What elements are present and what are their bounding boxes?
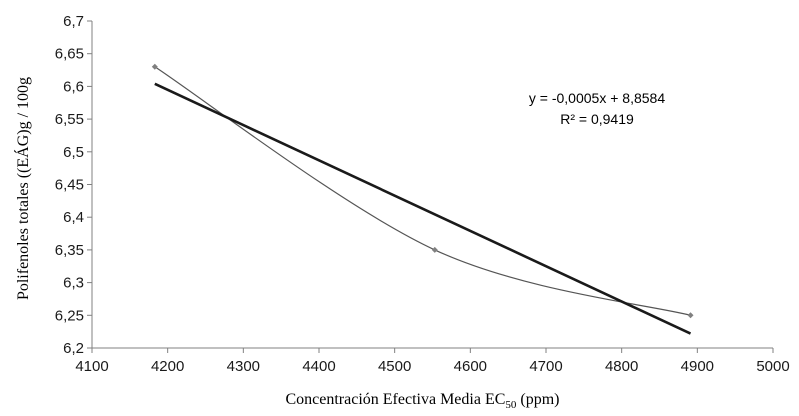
data-point: [151, 63, 158, 70]
y-tick-label: 6,45: [55, 177, 84, 194]
x-tick-label: 4600: [454, 358, 487, 375]
trendline-r2: R² = 0,9419: [560, 111, 634, 127]
x-tick-label: 4500: [378, 358, 411, 375]
x-tick-label: 5000: [756, 358, 789, 375]
x-tick-label: 4200: [151, 358, 184, 375]
y-axis-title: Polifenoles totales ((EÁG)g / 100g: [13, 77, 32, 300]
y-tick-label: 6,3: [63, 275, 84, 292]
trendline: [154, 82, 692, 335]
y-tick-label: 6,65: [55, 46, 84, 63]
chart-marks: [151, 63, 694, 335]
y-axis: 6,2 6,25 6,3 6,35 6,4 6,45 6,5 6,55 6,6 6,65 6,7: [55, 13, 93, 357]
x-axis-unit: (ppm): [520, 391, 559, 408]
x-tick-label: 4800: [605, 358, 638, 375]
y-tick-label: 6,55: [55, 111, 84, 128]
x-axis-title: Concentración Efectiva Media EC50 (ppm): [285, 391, 559, 411]
x-tick-label: 4900: [681, 358, 714, 375]
data-point: [431, 246, 438, 253]
y-tick-label: 6,35: [55, 242, 84, 259]
x-axis-title-unit: (ppm): [516, 391, 559, 408]
y-tick-label: 6,6: [63, 78, 84, 95]
trendline-equation: y = -0,0005x + 8,8584: [529, 90, 665, 106]
y-tick-label: 6,7: [63, 13, 84, 30]
y-tick-label: 6,2: [63, 340, 84, 357]
y-tick-label: 6,5: [63, 144, 84, 161]
data-point: [687, 312, 694, 319]
x-tick-label: 4100: [75, 358, 108, 375]
x-tick-label: 4300: [227, 358, 260, 375]
x-tick-label: 4400: [302, 358, 335, 375]
x-tick-label: 4700: [529, 358, 562, 375]
x-axis: 4100 4200 4300 4400 4500 4600 4700 4800 4900 5000: [75, 347, 790, 375]
x-axis-title-main: Concentración Efectiva Media EC: [285, 391, 505, 408]
y-tick-label: 6,4: [63, 209, 84, 226]
x-axis-title-subscript: 50: [505, 399, 517, 411]
y-tick-label: 6,25: [55, 307, 84, 324]
